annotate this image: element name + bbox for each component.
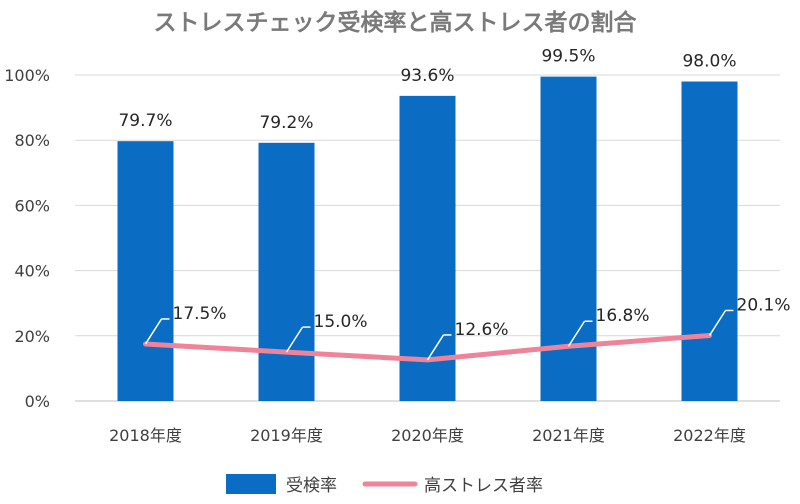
line-label-leader bbox=[144, 318, 163, 345]
legend-label-bar: 受検率 bbox=[286, 476, 337, 496]
line-label-leader bbox=[708, 310, 727, 336]
bar bbox=[258, 142, 315, 402]
legend-swatch-bar bbox=[226, 474, 276, 494]
bar bbox=[681, 81, 738, 402]
bar bbox=[117, 141, 174, 402]
legend-label-line: 高ストレス者率 bbox=[424, 476, 543, 496]
bar-data-label: 79.7% bbox=[118, 111, 172, 131]
line-label-leader bbox=[285, 326, 304, 353]
y-axis: 0% 20% 40% 60% 80% 100% bbox=[4, 66, 50, 411]
x-tick-label: 2019年度 bbox=[250, 426, 323, 445]
line-data-label: 15.0% bbox=[314, 312, 368, 332]
x-tick-label: 2022年度 bbox=[673, 426, 746, 445]
legend: 受検率 高ストレス者率 bbox=[226, 474, 543, 496]
bar bbox=[540, 76, 597, 401]
y-tick-label: 20% bbox=[14, 327, 50, 346]
bar-data-label: 99.5% bbox=[541, 47, 595, 67]
y-tick-label: 80% bbox=[14, 131, 50, 150]
x-tick-label: 2021年度 bbox=[532, 426, 605, 445]
line-data-label: 20.1% bbox=[737, 295, 791, 315]
line-data-label: 12.6% bbox=[455, 320, 509, 340]
y-tick-label: 100% bbox=[4, 66, 50, 85]
bar-data-label: 98.0% bbox=[682, 52, 736, 72]
line-series: 17.5% 15.0% 12.6% 16.8% 20.1% bbox=[143, 295, 791, 363]
bar bbox=[399, 95, 456, 401]
line-data-label: 16.8% bbox=[596, 306, 650, 326]
line-data-label: 17.5% bbox=[173, 304, 227, 324]
bar-data-label: 93.6% bbox=[400, 66, 454, 86]
x-tick-label: 2020年度 bbox=[391, 426, 464, 445]
x-axis: 2018年度 2019年度 2020年度 2021年度 2022年度 bbox=[109, 426, 746, 445]
y-tick-label: 60% bbox=[14, 196, 50, 215]
x-tick-label: 2018年度 bbox=[109, 426, 182, 445]
chart-title: ストレスチェック受検率と高ストレス者の割合 bbox=[154, 9, 638, 36]
line-label-leader bbox=[567, 320, 586, 347]
line-label-leader bbox=[426, 334, 445, 361]
bar-data-label: 79.2% bbox=[259, 113, 313, 133]
y-tick-label: 40% bbox=[14, 262, 50, 281]
y-tick-label: 0% bbox=[25, 392, 50, 411]
